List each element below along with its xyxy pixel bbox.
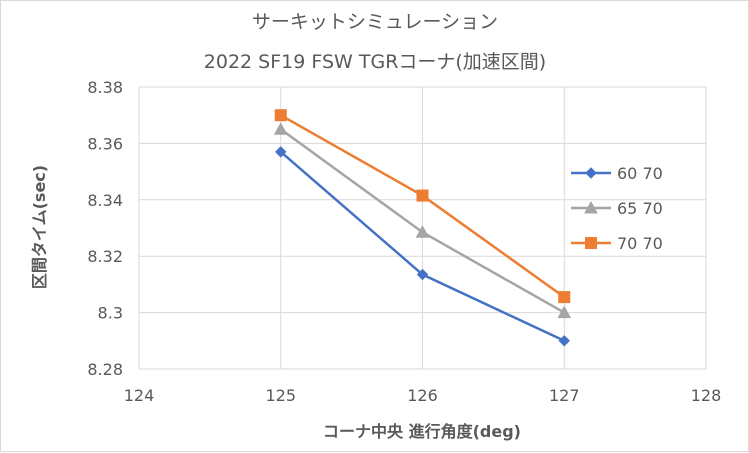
data-point [416, 268, 429, 281]
data-point [274, 109, 287, 122]
data-point [415, 225, 430, 238]
legend-marker [585, 167, 597, 179]
chart-subtitle: 2022 SF19 FSW TGRコーナ(加速区間) [204, 51, 546, 73]
y-tick-label: 8.32 [87, 247, 123, 266]
data-point [273, 122, 288, 135]
series-65-70 [273, 122, 572, 319]
x-tick-label: 126 [407, 386, 438, 405]
legend-label: 65 70 [617, 199, 663, 218]
data-point [416, 189, 429, 202]
legend-item: 65 70 [571, 199, 663, 218]
series-60-70 [275, 146, 570, 347]
tick-labels: 8.28 8.3 8.32 8.34 8.36 8.38 124 125 126 127 128 [87, 78, 721, 405]
y-axis-title: 区間タイム(sec) [30, 165, 49, 289]
series-70-70 [274, 109, 571, 304]
data-point [557, 305, 572, 319]
gridlines [138, 86, 707, 370]
x-tick-label: 124 [124, 386, 155, 405]
y-tick-label: 8.3 [98, 304, 123, 323]
legend-item: 70 70 [571, 234, 663, 253]
legend-label: 70 70 [617, 234, 663, 253]
y-tick-label: 8.38 [87, 78, 123, 97]
series-group [273, 109, 572, 347]
data-point [558, 291, 571, 304]
x-axis-title: コーナ中央 進行角度(deg) [323, 422, 521, 441]
chart-title: サーキットシミュレーション [252, 11, 498, 33]
legend-item: 60 70 [571, 164, 663, 183]
data-point [275, 146, 287, 158]
legend: 60 70 65 70 70 70 [571, 164, 663, 253]
x-tick-label: 125 [265, 386, 296, 405]
data-point [558, 335, 570, 347]
x-tick-label: 127 [549, 386, 580, 405]
y-tick-label: 8.28 [87, 360, 123, 379]
x-tick-label: 128 [691, 386, 722, 405]
legend-marker [585, 237, 597, 249]
y-tick-label: 8.36 [87, 134, 123, 153]
y-tick-label: 8.34 [87, 191, 123, 210]
legend-marker [584, 200, 598, 214]
legend-label: 60 70 [617, 164, 663, 183]
